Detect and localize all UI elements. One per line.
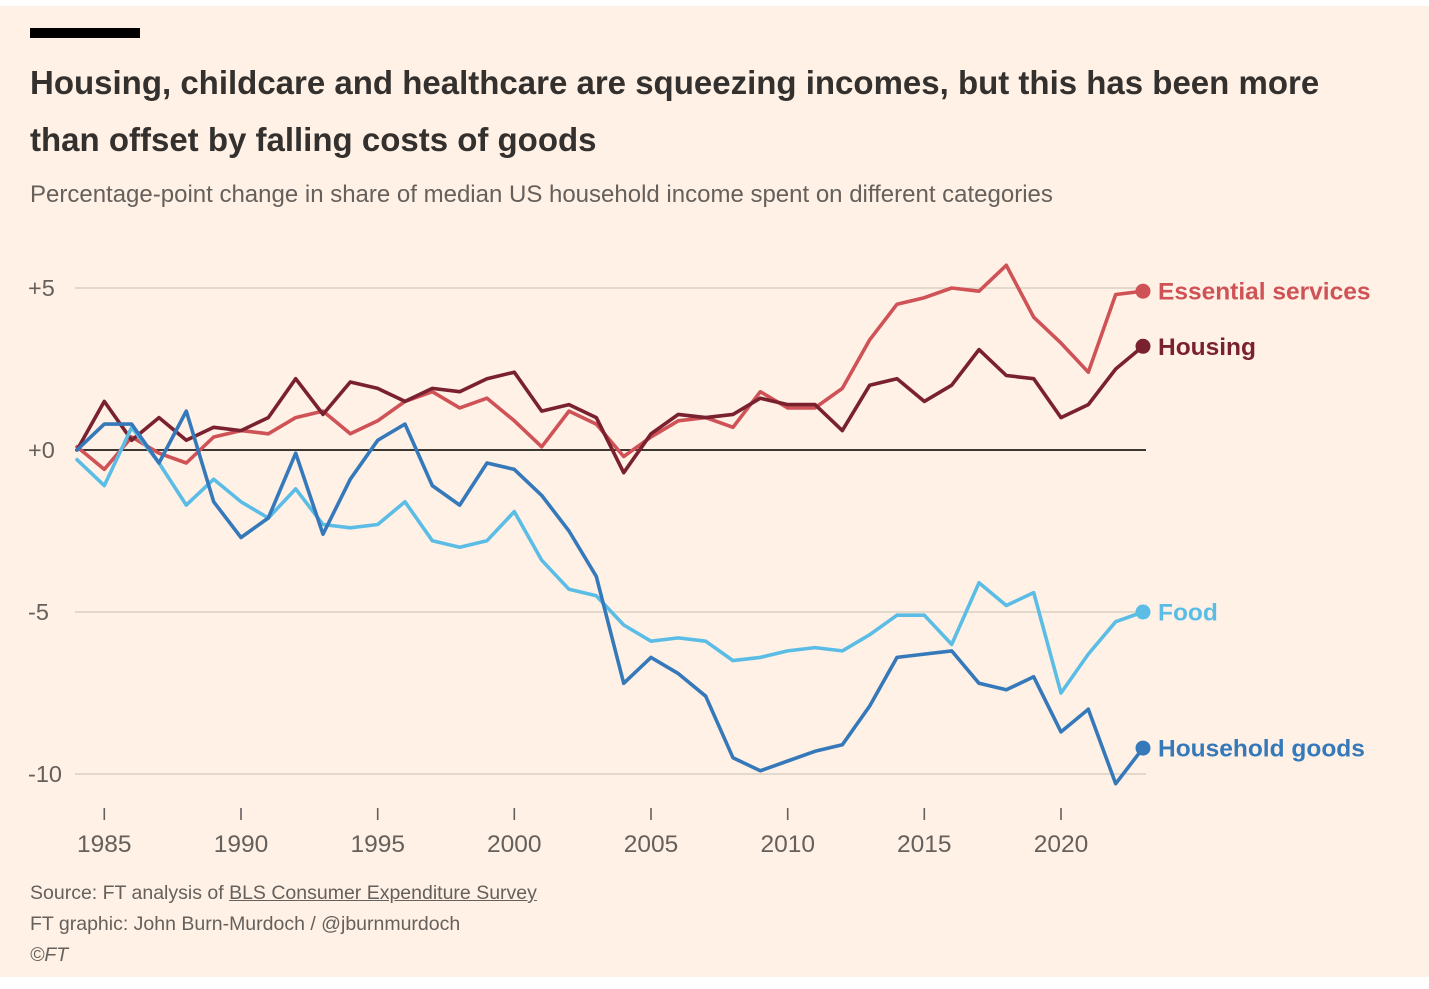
series-line-household-goods — [75, 409, 1145, 786]
series-label-essential-services: Essential services — [1158, 279, 1371, 306]
x-axis-label: 2020 — [1034, 831, 1089, 858]
x-axis-label: 2015 — [897, 831, 952, 858]
chart-canvas: +5 +0 -5 -10 1985 1990 1995 2000 2005 2010 2015 202… — [28, 263, 1371, 858]
y-axis-label: +5 — [28, 275, 55, 301]
series-endpoint-food — [1135, 604, 1151, 620]
x-axis-label: 1995 — [350, 831, 405, 858]
ft-copyright: ©FT — [30, 944, 69, 966]
x-axis-label: 1985 — [77, 831, 132, 858]
top-white-strip — [0, 0, 1429, 6]
series-line-essential-services — [75, 263, 1145, 472]
series-label-housing: Housing — [1158, 334, 1256, 361]
series-endpoint-household-goods — [1135, 740, 1151, 756]
y-axis-label: +0 — [28, 437, 55, 463]
source-text: Source: FT analysis of — [30, 882, 230, 904]
series-endpoint-essential-services — [1135, 283, 1151, 299]
chart-title: Housing, childcare and healthcare are sq… — [30, 64, 1320, 158]
series-line-food — [75, 425, 1145, 695]
bottom-white-strip — [0, 977, 1429, 989]
y-axis-label: -5 — [28, 599, 49, 625]
chart-footer: Source: FT analysis of BLS Consumer Expe… — [30, 878, 1390, 971]
y-axis-label: -10 — [28, 761, 62, 787]
x-axis-label: 1990 — [214, 831, 269, 858]
chart-subtitle: Percentage-point change in share of medi… — [30, 181, 1053, 208]
source-link[interactable]: BLS Consumer Expenditure Survey — [229, 882, 537, 904]
expenditure-line-chart: +5 +0 -5 -10 1985 1990 1995 2000 2005 2010 2015 202… — [0, 235, 1429, 875]
series-line-housing — [75, 344, 1145, 475]
source-line: Source: FT analysis of BLS Consumer Expe… — [30, 878, 1390, 909]
ft-topper-bar — [30, 28, 140, 38]
series-label-food: Food — [1158, 600, 1218, 627]
series-label-household-goods: Household goods — [1158, 736, 1365, 763]
x-axis-label: 2005 — [624, 831, 679, 858]
credit-line: FT graphic: John Burn-Murdoch / @jburnmu… — [30, 913, 461, 935]
series-endpoint-housing — [1135, 338, 1151, 354]
x-axis-label: 2010 — [760, 831, 815, 858]
x-axis-label: 2000 — [487, 831, 542, 858]
